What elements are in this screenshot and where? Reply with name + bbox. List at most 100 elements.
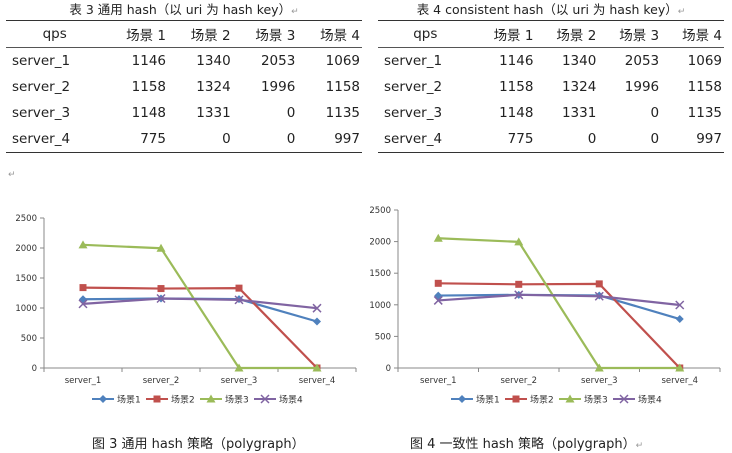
y-tick-label: 500 (21, 334, 37, 344)
table-row: server_4 775 0 0 997 (378, 126, 724, 153)
legend-label: 场景2 (171, 395, 195, 406)
table-cell: 1158 (687, 79, 722, 95)
table-cell: 0 (650, 105, 660, 121)
table-cell: 1146 (131, 53, 166, 69)
table-cell: 1158 (131, 79, 166, 95)
series-3-point-3 (234, 363, 244, 372)
series-1-point-4 (675, 315, 684, 324)
table-cell: 0 (286, 105, 296, 121)
series-2-point-1 (434, 279, 442, 287)
marker-stroke (619, 394, 629, 404)
y-tick-label: 2000 (369, 238, 391, 248)
series-4-point-1 (78, 299, 88, 309)
table-3-caption: 表 3 通用 hash（以 uri 为 hash key）↵ (6, 0, 362, 20)
series-4-point-4 (312, 303, 322, 313)
paragraph-mark: ↵ (8, 170, 16, 180)
series-4-point-4 (675, 300, 685, 310)
table-cell: 0 (286, 131, 296, 147)
table-3-grid: qps 场景 1 场景 2 场景 3 场景 4 server_1 1146 13… (6, 20, 362, 153)
x-tick-label-server-4: server_4 (299, 376, 336, 386)
series-2-line (438, 282, 681, 369)
table-row: server_2 1158 1324 1996 1158 (6, 74, 362, 100)
table-cell: 2053 (624, 53, 660, 69)
x-tick-label-server-3: server_3 (581, 376, 618, 386)
table-cell: 0 (650, 131, 660, 147)
table-4-grid: qps 场景 1 场景 2 场景 3 场景 4 server_1 1146 13… (378, 20, 724, 153)
marker-stroke (260, 394, 270, 404)
series-3 (78, 240, 322, 372)
marker-stroke (312, 303, 322, 313)
series-1-point-1 (434, 291, 443, 300)
series-4 (78, 293, 322, 313)
table-3: 表 3 通用 hash（以 uri 为 hash key）↵ qps 场景 1 … (6, 0, 362, 153)
legend-item-2: 场景2 (505, 395, 554, 406)
series-4-point-3 (234, 295, 244, 305)
table-cell: 0 (587, 131, 597, 147)
table-header-row: qps 场景 1 场景 2 场景 3 场景 4 (6, 21, 362, 48)
table-row: server_4 775 0 0 997 (6, 126, 362, 153)
column-header-scene-3: 场景 3 (255, 28, 296, 44)
series-1-point-4 (313, 317, 321, 326)
y-tick-label: 0 (32, 364, 37, 374)
chart-svg: 0 500 1000 1500 2000 2500 server_1 server_2 serv… (15, 214, 357, 406)
series-2-point-2 (157, 285, 165, 293)
chart-general-hash: 0 500 1000 1500 2000 2500 server_1 server_2 serv… (0, 198, 364, 420)
table-cell: 0 (222, 131, 231, 147)
table-cell: 1324 (561, 79, 597, 95)
series-4-point-3 (594, 291, 604, 301)
legend-label: 场景4 (279, 395, 303, 406)
y-tick-label: 500 (375, 332, 391, 342)
table-header-row: qps 场景 1 场景 2 场景 3 场景 4 (378, 21, 724, 48)
series-3-point-4 (312, 363, 322, 372)
table-cell: 1340 (561, 53, 597, 69)
row-label: server_4 (384, 131, 443, 147)
table-cell: 997 (334, 131, 360, 147)
paragraph-mark: ↵ (635, 441, 644, 451)
legend-label: 场景1 (476, 395, 500, 406)
table-cell: 1148 (499, 105, 534, 121)
table-4: 表 4 consistent hash（以 uri 为 hash key）↵ q… (378, 0, 724, 153)
marker-stroke (514, 290, 524, 300)
y-tick-label: 1000 (369, 301, 391, 311)
column-header-scene-1: 场景 1 (493, 28, 534, 44)
table-4-caption: 表 4 consistent hash（以 uri 为 hash key）↵ (378, 0, 724, 20)
table-cell: 1996 (624, 79, 660, 95)
table-cell: 1069 (687, 53, 722, 69)
series-4-line (82, 297, 318, 310)
marker-stroke (78, 299, 88, 309)
legend-label: 场景3 (225, 395, 249, 406)
x-tick-label-server-3: server_3 (221, 376, 258, 386)
legend-label: 场景3 (584, 395, 608, 406)
series-4-point-2 (156, 293, 166, 304)
row-label: server_2 (384, 79, 443, 95)
legend-label: 场景4 (638, 395, 662, 406)
legend-swatch-marker (619, 394, 629, 404)
x-tick-label-server-1: server_1 (65, 376, 102, 386)
y-tick-label: 1500 (369, 269, 391, 279)
figure-3-caption-text: 图 3 通用 hash 策略（polygraph） (92, 437, 305, 452)
table-cell: 775 (140, 131, 166, 147)
paragraph-mark: ↵ (291, 7, 299, 17)
column-header-qps: qps (413, 26, 438, 42)
series-3-point-1 (433, 233, 443, 242)
figure-4-caption: 图 4 一致性 hash 策略（polygraph）↵ (410, 433, 643, 452)
table-cell: 1135 (325, 105, 360, 121)
column-header-scene-4: 场景 4 (320, 28, 360, 44)
table-row: server_3 1148 1331 0 1135 (6, 100, 362, 126)
series-2-point-3 (235, 284, 243, 292)
legend-item-4: 场景4 (254, 394, 303, 406)
table-cell: 1331 (561, 105, 597, 121)
legend-swatch-marker (565, 394, 575, 403)
series-3-point-1 (78, 240, 88, 249)
series-3-line (438, 237, 680, 370)
table-cell: 1135 (687, 105, 722, 121)
series-2 (434, 279, 684, 372)
y-tick-label: 1000 (15, 304, 37, 314)
series-2 (79, 284, 321, 372)
series-3-line (82, 243, 317, 370)
table-cell: 1324 (196, 79, 231, 95)
y-tick-label: 1500 (15, 274, 37, 284)
row-label: server_4 (12, 131, 71, 147)
x-tick-label-server-2: server_2 (500, 376, 537, 386)
legend-item-2: 场景2 (146, 395, 195, 406)
